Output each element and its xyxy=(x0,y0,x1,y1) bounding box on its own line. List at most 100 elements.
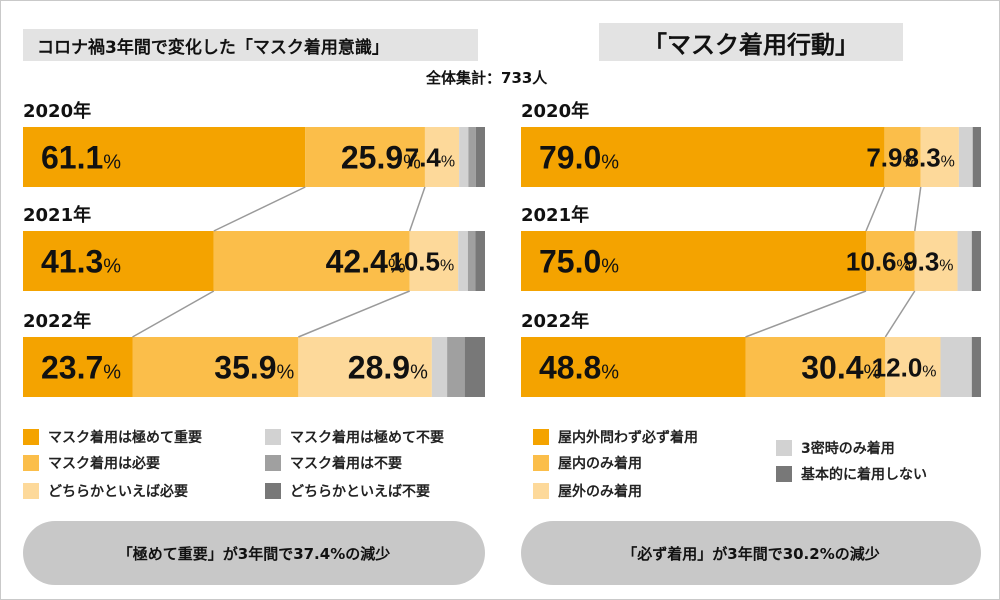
legend-item-three-cs-only: 3密時のみ着用 xyxy=(776,438,895,458)
legend-label: 屋内のみ着用 xyxy=(558,456,642,472)
year-label: 2021年 xyxy=(521,204,589,226)
stacked-bar-charts: 2020年 61.1% 25.9%7.4% 2021年 41.3% 42.4%10.5% 2… xyxy=(23,100,981,397)
year-label: 2020年 xyxy=(521,100,589,122)
bar-segment xyxy=(521,127,885,187)
legend-item-always-wear: 屋内外問わず必ず着用 xyxy=(533,427,698,447)
legend-label: 屋外のみ着用 xyxy=(558,484,642,500)
legend-swatch xyxy=(265,429,281,445)
year-label: 2022年 xyxy=(23,310,91,332)
legend-label: どちらかといえば不要 xyxy=(290,484,430,500)
legend-label: どちらかといえば必要 xyxy=(48,484,188,500)
bar-segment xyxy=(745,337,886,397)
legend-label: 基本的に着用しない xyxy=(801,467,927,483)
bar-segment xyxy=(23,127,306,187)
data-label: 9.3% xyxy=(903,246,953,276)
data-label: 79.0% xyxy=(539,140,619,176)
bar-segment xyxy=(298,337,432,397)
summary-right: 「必ず着用」が3年間で30.2%の減少 xyxy=(521,521,981,585)
legend-swatch xyxy=(533,429,549,445)
bar-segment xyxy=(920,127,959,187)
connector-line xyxy=(865,186,886,232)
bar-segment xyxy=(458,231,468,291)
data-label: 7.4% xyxy=(405,142,455,172)
legend-item-rather-unnecessary: どちらかといえば不要 xyxy=(265,481,430,501)
legend-label: マスク着用は極めて不要 xyxy=(290,430,444,446)
legend-swatch xyxy=(776,440,792,456)
year-label: 2021年 xyxy=(23,204,91,226)
data-label: 8.3% xyxy=(905,142,955,172)
bar-segment xyxy=(23,337,133,397)
data-label: 61.1% xyxy=(41,140,121,176)
bar-segment xyxy=(885,337,941,397)
bar-segment xyxy=(958,127,973,187)
legend-swatch xyxy=(23,483,39,499)
data-label: 25.9% xyxy=(341,140,421,176)
bar-segment xyxy=(475,231,485,291)
connector-line xyxy=(745,290,867,338)
legend-label: マスク着用は極めて重要 xyxy=(48,430,202,446)
total-respondents: 全体集計：733人 xyxy=(426,69,548,87)
legend-item-outdoor-only: 屋外のみ着用 xyxy=(533,481,642,501)
data-label: 28.9% xyxy=(348,350,428,386)
legend-label: 3密時のみ着用 xyxy=(801,441,895,457)
legend-item-necessary: マスク着用は必要 xyxy=(23,453,160,473)
connector-line xyxy=(213,186,306,232)
year-label: 2022年 xyxy=(521,310,589,332)
summary-left: 「極めて重要」が3年間で37.4%の減少 xyxy=(23,521,485,585)
right-chart-title: 「マスク着用行動」 xyxy=(599,23,903,61)
bar-segment xyxy=(940,337,972,397)
bar-segment xyxy=(866,231,915,291)
bar-segment xyxy=(521,231,866,291)
data-label: 10.6% xyxy=(846,246,911,276)
connector-line xyxy=(132,290,215,338)
connector-line xyxy=(884,290,916,338)
legend-swatch xyxy=(265,455,281,471)
bar-segment xyxy=(459,127,469,187)
legend-item-basically-not-wear: 基本的に着用しない xyxy=(776,464,927,484)
legend-label: 屋内外問わず必ず着用 xyxy=(558,430,698,446)
data-label: 42.4% xyxy=(326,244,406,280)
bar-segment xyxy=(424,127,460,187)
legend-swatch xyxy=(533,455,549,471)
bar-segment xyxy=(305,127,425,187)
bar-segment xyxy=(409,231,459,291)
bar-segment xyxy=(971,337,981,397)
bar-segment xyxy=(468,127,476,187)
legend-swatch xyxy=(23,455,39,471)
data-label: 75.0% xyxy=(539,244,619,280)
data-label: 10.5% xyxy=(389,246,454,276)
bar-segment xyxy=(467,231,476,291)
year-label: 2020年 xyxy=(23,100,91,122)
data-label: 48.8% xyxy=(539,350,619,386)
bar-segment xyxy=(884,127,921,187)
connector-line xyxy=(914,186,922,232)
bar-segment xyxy=(914,231,958,291)
data-label: 30.4% xyxy=(801,350,881,386)
bar-segment xyxy=(475,127,485,187)
legend-swatch xyxy=(533,483,549,499)
data-label: 41.3% xyxy=(41,244,121,280)
bar-segment xyxy=(521,337,746,397)
bar-segment xyxy=(213,231,410,291)
legend-item-unnecessary: マスク着用は不要 xyxy=(265,453,402,473)
bar-segment xyxy=(132,337,299,397)
bar-segment xyxy=(464,337,485,397)
bar-segment xyxy=(971,231,981,291)
legend-item-indoor-only: 屋内のみ着用 xyxy=(533,453,642,473)
bar-segment xyxy=(957,231,972,291)
data-label: 7.9% xyxy=(866,142,916,172)
data-label: 23.7% xyxy=(41,350,121,386)
legend-item-very-unnecessary: マスク着用は極めて不要 xyxy=(265,427,444,447)
legend-item-rather-necessary: どちらかといえば必要 xyxy=(23,481,188,501)
legend-swatch xyxy=(776,466,792,482)
legend-swatch xyxy=(265,483,281,499)
bar-segment xyxy=(447,337,465,397)
connector-line xyxy=(298,290,410,338)
data-label: 35.9% xyxy=(214,350,294,386)
legend-item-very-important: マスク着用は極めて重要 xyxy=(23,427,202,447)
legend-swatch xyxy=(23,429,39,445)
legend-label: マスク着用は不要 xyxy=(290,456,402,472)
bar-segment xyxy=(972,127,981,187)
connector-line xyxy=(408,186,426,232)
